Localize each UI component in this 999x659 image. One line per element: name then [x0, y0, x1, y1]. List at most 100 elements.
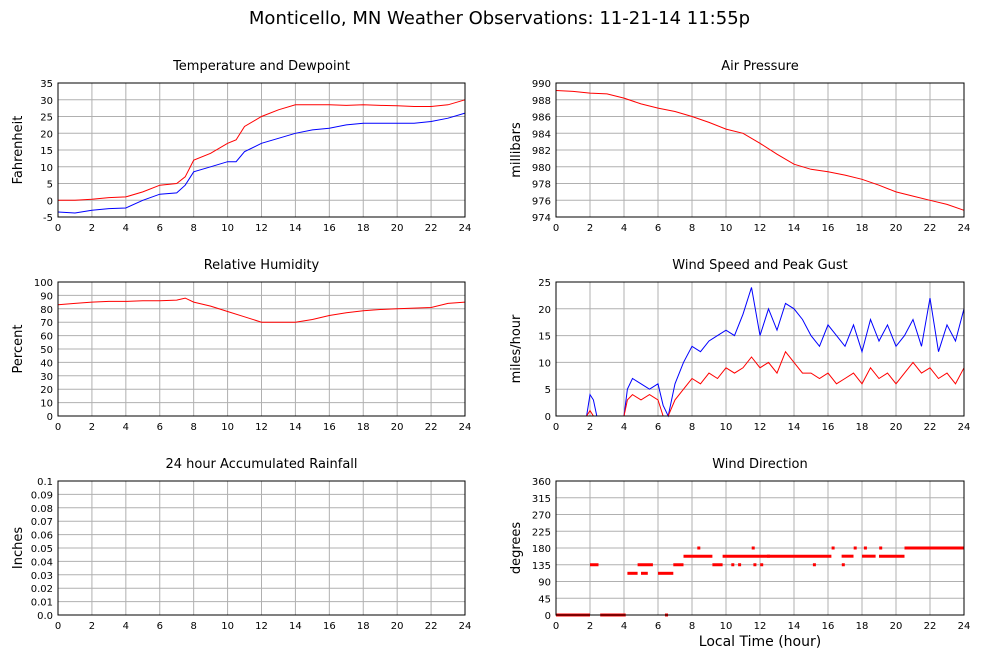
x-tick-label: 12 [255, 422, 268, 433]
y-tick-label: 315 [532, 494, 551, 505]
x-tick-label: 0 [55, 223, 61, 234]
direction-point [751, 546, 755, 550]
x-tick-label: 2 [89, 422, 95, 433]
x-tick-label: 14 [289, 223, 302, 234]
x-tick-label: 8 [190, 223, 196, 234]
x-tick-label: 2 [587, 422, 593, 433]
direction-point [879, 546, 883, 550]
x-tick-label: 4 [621, 621, 627, 632]
x-tick-label: 24 [958, 223, 971, 234]
y-tick-label: 25 [40, 113, 53, 124]
plot-frame [555, 82, 965, 218]
x-tick-label: 16 [323, 621, 336, 632]
x-tick-label: 16 [822, 223, 835, 234]
y-tick-label: 40 [40, 358, 53, 369]
series-line-1 [556, 350, 965, 417]
x-tick-label: 12 [255, 621, 268, 632]
x-tick-label: 6 [157, 621, 163, 632]
y-tick-label: 50 [40, 345, 53, 356]
direction-point [697, 546, 701, 550]
x-tick-label: 10 [720, 223, 733, 234]
x-tick-label: 22 [924, 223, 937, 234]
y-tick-label: 30 [40, 372, 53, 383]
y-axis-label: millibars [509, 122, 524, 178]
y-tick-label: 45 [538, 594, 551, 605]
y-tick-label: 60 [40, 332, 53, 343]
y-tick-label: 20 [40, 129, 53, 140]
x-tick-label: 8 [689, 621, 695, 632]
y-tick-label: 225 [532, 527, 551, 538]
y-tick-label: 0 [47, 196, 53, 207]
direction-point [853, 546, 857, 550]
series-line-1 [57, 112, 466, 214]
x-tick-label: 22 [425, 223, 438, 234]
page-title: Monticello, MN Weather Observations: 11-… [248, 8, 751, 29]
x-tick-label: 16 [323, 422, 336, 433]
x-tick-label: 4 [123, 422, 129, 433]
y-tick-label: 30 [40, 96, 53, 107]
y-tick-label: 976 [532, 196, 551, 207]
x-tick-label: 22 [425, 422, 438, 433]
y-axis-label: Inches [11, 527, 26, 569]
x-tick-label: 12 [754, 422, 767, 433]
x-axis-label: Local Time (hour) [698, 634, 822, 650]
y-tick-label: 135 [532, 561, 551, 572]
x-tick-label: 4 [621, 422, 627, 433]
y-tick-label: 0.07 [31, 517, 53, 528]
y-tick-label: 180 [532, 544, 551, 555]
series-line-0 [556, 287, 965, 418]
direction-point [753, 563, 757, 567]
x-tick-label: 0 [553, 223, 559, 234]
x-tick-label: 8 [190, 422, 196, 433]
x-tick-label: 6 [157, 223, 163, 234]
y-tick-label: 0.03 [31, 571, 53, 582]
x-tick-label: 0 [553, 422, 559, 433]
y-axis-label: Percent [11, 325, 26, 374]
x-tick-label: 16 [822, 621, 835, 632]
direction-point [738, 563, 742, 567]
plot-frame [57, 281, 466, 417]
y-tick-label: 20 [40, 385, 53, 396]
y-tick-label: 978 [532, 180, 551, 191]
y-axis-label: degrees [509, 522, 524, 575]
x-tick-label: 18 [357, 422, 370, 433]
x-tick-label: 10 [720, 422, 733, 433]
y-tick-label: -5 [43, 213, 53, 224]
y-tick-label: 360 [532, 477, 551, 488]
x-tick-label: 14 [788, 223, 801, 234]
y-tick-label: 0 [545, 412, 551, 423]
x-tick-label: 24 [958, 621, 971, 632]
x-tick-label: 6 [655, 621, 661, 632]
direction-point [831, 546, 835, 550]
direction-point [841, 563, 845, 567]
y-tick-label: 5 [545, 385, 551, 396]
x-tick-label: 18 [856, 422, 869, 433]
series-line-0 [57, 297, 466, 323]
y-tick-label: 80 [40, 305, 53, 316]
plot-frame [57, 480, 466, 616]
y-tick-label: 0.1 [37, 477, 53, 488]
x-tick-label: 14 [788, 422, 801, 433]
plot-frame [555, 281, 965, 417]
x-tick-label: 2 [89, 223, 95, 234]
y-tick-label: 0.02 [31, 584, 53, 595]
x-tick-label: 4 [621, 223, 627, 234]
chart-title: Temperature and Dewpoint [172, 59, 350, 74]
y-axis-label: miles/hour [509, 314, 524, 383]
x-tick-label: 0 [55, 621, 61, 632]
y-tick-label: 0.08 [31, 504, 53, 515]
chart-title: Wind Speed and Peak Gust [672, 258, 847, 273]
y-tick-label: 10 [40, 163, 53, 174]
x-tick-label: 14 [289, 621, 302, 632]
x-tick-label: 24 [459, 223, 472, 234]
x-tick-label: 2 [587, 223, 593, 234]
x-tick-label: 4 [123, 621, 129, 632]
y-tick-label: 0.09 [31, 490, 53, 501]
y-tick-label: 5 [47, 180, 53, 191]
x-tick-label: 0 [553, 621, 559, 632]
x-tick-label: 18 [357, 223, 370, 234]
